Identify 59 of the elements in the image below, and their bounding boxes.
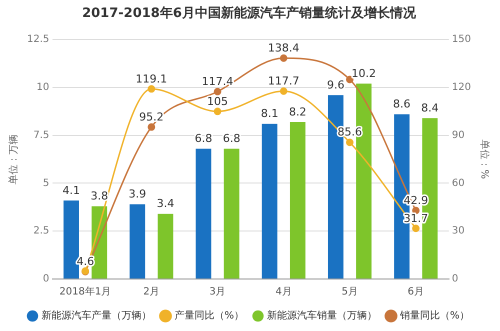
data-label: 117.7 [268, 74, 300, 88]
data-label: 9.6 [326, 78, 344, 92]
x-tick-label: 5月 [342, 286, 358, 298]
legend-label: 产量同比（%） [174, 310, 244, 322]
data-label: 8.1 [260, 107, 278, 120]
point [346, 76, 354, 84]
data-label: 117.4 [202, 74, 234, 88]
y-axis-title: 单位：万辆 [8, 134, 20, 184]
y2-tick-label: 120 [452, 82, 472, 94]
bar [196, 148, 212, 278]
legend-label: 新能源汽车销量（万辆） [267, 310, 377, 322]
y-tick-label: 2.5 [33, 226, 50, 237]
chart-title: 2017-2018年6月中国新能源汽车产销量统计及增长情况 [82, 5, 417, 22]
data-label: 6.8 [222, 132, 240, 146]
x-tick-label: 6月 [408, 286, 424, 298]
data-label: 8.4 [421, 101, 439, 114]
point [280, 87, 288, 95]
point [280, 54, 288, 62]
y-tick-label: 0 [42, 274, 50, 285]
data-label: 3.4 [156, 197, 174, 210]
bar [64, 200, 79, 278]
data-label: 105 [207, 94, 228, 108]
data-label: 42.9 [404, 194, 428, 207]
data-label: 3.9 [128, 188, 146, 201]
legend-label: 销量同比（%） [399, 310, 470, 322]
data-label: 119.1 [136, 72, 168, 86]
data-label: 3.8 [90, 190, 108, 203]
y2-tick-label: 0 [452, 274, 458, 285]
x-tick-label: 4月 [275, 286, 292, 298]
data-label: 138.4 [268, 41, 300, 54]
data-label: 8.6 [393, 98, 411, 111]
data-label: 4.1 [62, 184, 80, 197]
bar [158, 214, 174, 278]
bar [130, 204, 146, 278]
y2-tick-label: 30 [452, 226, 465, 237]
y2-axis-title: 单位：% [478, 140, 490, 180]
y2-tick-label: 60 [452, 178, 465, 189]
data-label: 6.8 [194, 132, 212, 146]
x-tick-label: 3月 [209, 286, 226, 298]
data-label: 8.2 [288, 105, 306, 118]
y-tick-label: 10 [36, 82, 50, 94]
data-label: 10.2 [352, 67, 376, 80]
bar [262, 124, 278, 278]
y2-tick-label: 90 [452, 130, 465, 141]
point [346, 138, 354, 146]
legend-label: 新能源汽车产量（万辆） [42, 310, 152, 322]
point [148, 85, 156, 93]
y-tick-label: 7.5 [33, 130, 50, 141]
y2-tick-label: 150 [452, 34, 472, 46]
y-tick-label: 5 [42, 178, 50, 189]
point [214, 108, 222, 116]
bar [290, 122, 306, 278]
point [148, 123, 156, 131]
x-tick-label: 2月 [143, 286, 160, 298]
y-tick-label: 12.5 [27, 34, 50, 46]
point [412, 224, 420, 232]
bar [224, 148, 240, 278]
x-tick-label: 2018年1月 [59, 286, 112, 298]
point [214, 88, 222, 96]
